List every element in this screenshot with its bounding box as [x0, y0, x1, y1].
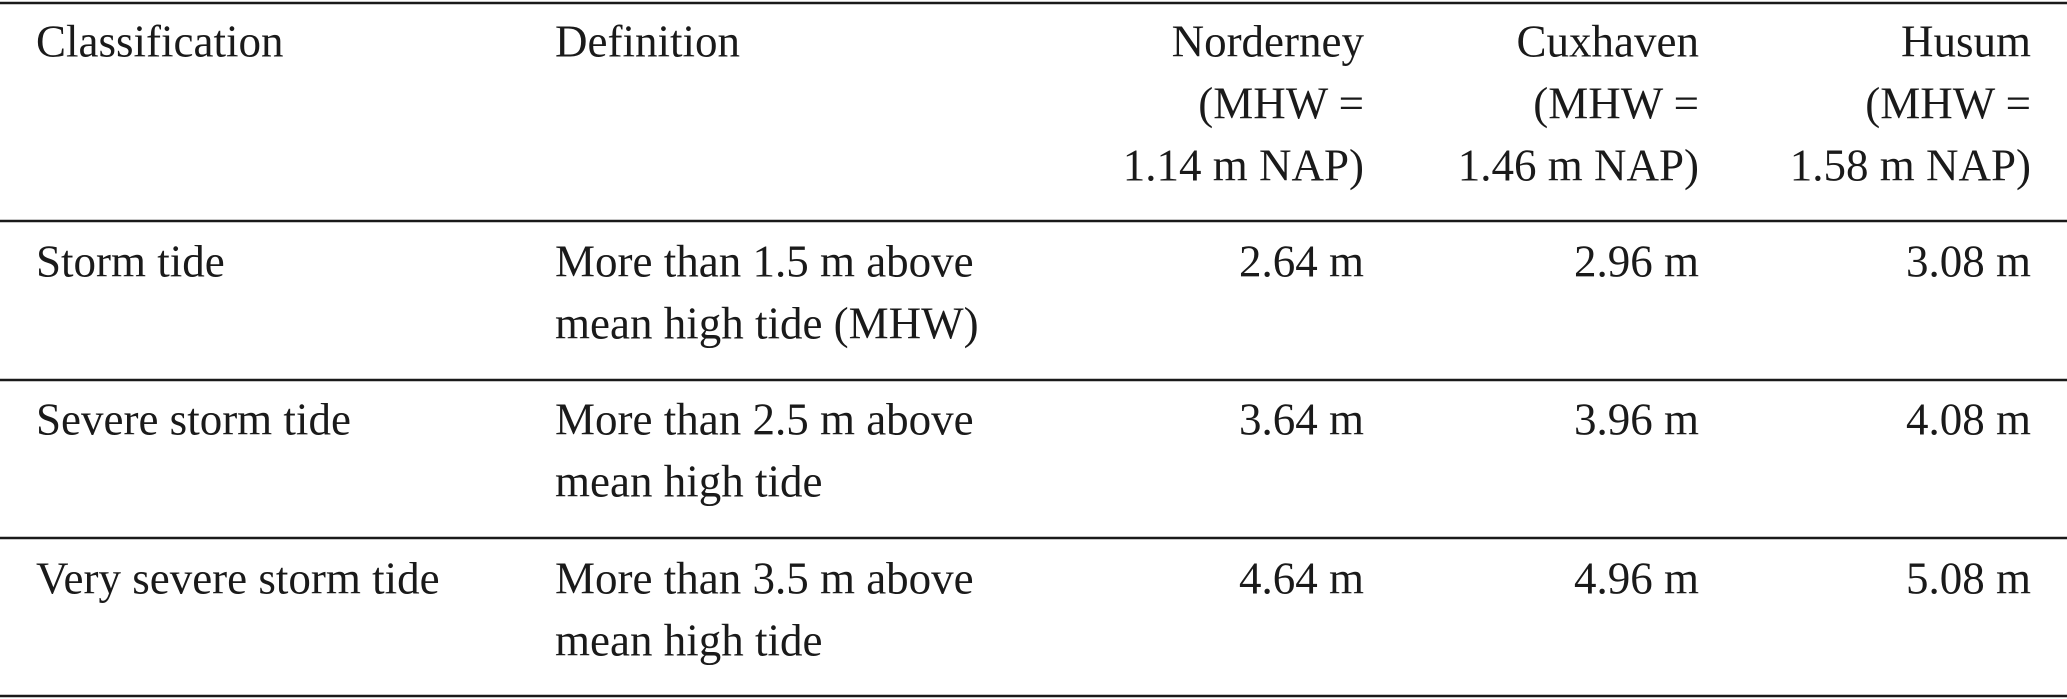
header-cell: 1.58 m NAP) — [1790, 140, 2031, 190]
table-cell: Severe storm tide — [36, 394, 351, 444]
table-cell: mean high tide (MHW) — [555, 298, 979, 348]
header-cell: Norderney — [1172, 16, 1365, 66]
table-cell: Very severe storm tide — [36, 553, 440, 603]
table-cell: Storm tide — [36, 236, 225, 286]
table-cell: 4.64 m — [1239, 553, 1364, 603]
table-cell: 5.08 m — [1906, 553, 2031, 603]
table-cell: 3.08 m — [1906, 236, 2031, 286]
table-cell: More than 3.5 m above — [555, 553, 974, 603]
table-cell: 2.96 m — [1574, 236, 1699, 286]
table-cell: 3.64 m — [1239, 394, 1364, 444]
header-cell: (MHW = — [1865, 78, 2031, 128]
table-cell: 2.64 m — [1239, 236, 1364, 286]
header-cell: Cuxhaven — [1517, 16, 1699, 66]
table-cell: 4.96 m — [1574, 553, 1699, 603]
header-cell: Classification — [36, 16, 283, 66]
header-cell: Definition — [555, 16, 740, 66]
header-cell: Husum — [1901, 16, 2031, 66]
header-cell: (MHW = — [1198, 78, 1364, 128]
header-cell: 1.14 m NAP) — [1123, 140, 1364, 190]
header-cell: 1.46 m NAP) — [1458, 140, 1699, 190]
table-cell: mean high tide — [555, 615, 822, 665]
table-cell: More than 1.5 m above — [555, 236, 974, 286]
table-cell: 4.08 m — [1906, 394, 2031, 444]
table-cell: More than 2.5 m above — [555, 394, 974, 444]
header-cell: (MHW = — [1533, 78, 1699, 128]
table-cell: 3.96 m — [1574, 394, 1699, 444]
table-cell: mean high tide — [555, 456, 822, 506]
